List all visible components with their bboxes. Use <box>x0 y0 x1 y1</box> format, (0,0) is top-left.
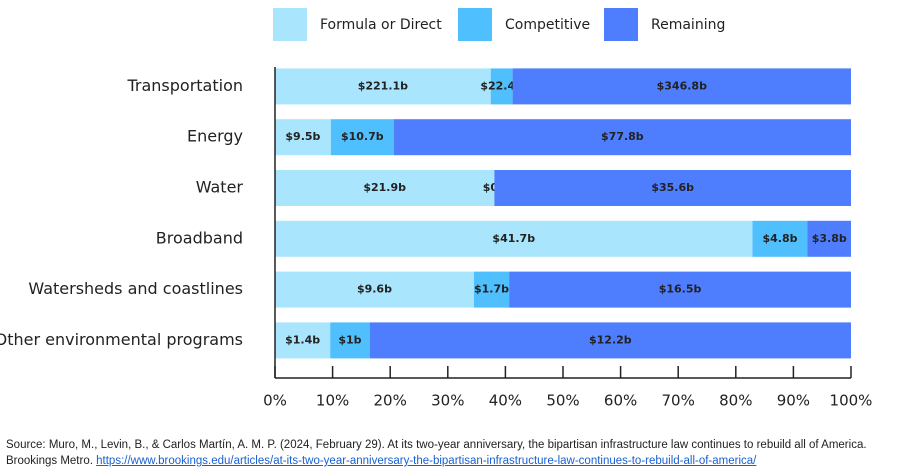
legend-swatch <box>604 8 638 41</box>
value-label: $10.7b <box>341 130 384 143</box>
value-label: $35.6b <box>651 181 694 194</box>
bar-segment <box>490 68 513 105</box>
bar-segment <box>275 322 331 359</box>
bar-segment <box>330 119 394 156</box>
y-tick-label: Broadband <box>156 228 243 247</box>
value-label: $16.5b <box>659 283 702 296</box>
y-tick-label: Watersheds and coastlines <box>28 279 243 298</box>
source-link[interactable]: https://www.brookings.edu/articles/at-it… <box>96 455 757 467</box>
x-tick-label: 50% <box>546 392 579 410</box>
bar-segment <box>807 220 851 257</box>
bar-segment <box>369 322 851 359</box>
value-label: $1.4b <box>285 333 320 346</box>
x-tick-label: 90% <box>777 392 810 410</box>
legend-swatch <box>273 8 307 41</box>
value-label: $4.8b <box>762 232 797 245</box>
x-tick-label: 80% <box>719 392 752 410</box>
bar-segment <box>275 119 331 156</box>
y-tick-label: Transportation <box>126 76 243 95</box>
value-label: $77.8b <box>601 130 644 143</box>
y-tick-label: Water <box>196 178 244 197</box>
legend-swatch <box>458 8 492 41</box>
x-tick-label: 30% <box>431 392 464 410</box>
chart: Formula or Direct Competitive Remaining Tra… <box>0 8 873 410</box>
x-tick-label: 70% <box>662 392 695 410</box>
bar-segment <box>512 68 851 105</box>
bar-segment <box>509 271 851 308</box>
value-label: $1.7b <box>474 283 509 296</box>
bar-segment <box>275 220 753 257</box>
legend-label: Remaining <box>651 17 725 33</box>
legend-label: Formula or Direct <box>320 17 442 33</box>
publisher: Brookings Metro. <box>6 455 93 467</box>
value-label: $221.1b <box>358 79 408 92</box>
bar-segment <box>494 170 851 206</box>
x-tick-label: 100% <box>830 392 873 410</box>
value-label: $9.6b <box>357 283 392 296</box>
bar-segment <box>330 322 370 359</box>
x-tick-label: 20% <box>374 392 407 410</box>
bar-segment <box>275 271 474 308</box>
source-line: Brookings Metro. https://www.brookings.e… <box>6 453 867 469</box>
x-tick-label: 0% <box>263 392 287 410</box>
x-tick-label: 10% <box>316 392 349 410</box>
value-label: $346.8b <box>657 79 707 92</box>
source: Source: Muro, M., Levin, B., & Carlos Ma… <box>6 437 867 469</box>
bar-segment <box>393 119 851 156</box>
x-tick-label: 60% <box>604 392 637 410</box>
value-label: $1b <box>338 333 361 346</box>
value-label: $22.4b <box>480 79 523 92</box>
y-tick-label: Other environmental programs <box>0 330 243 349</box>
value-label: $3.8b <box>812 232 847 245</box>
bar-segment <box>752 220 808 257</box>
x-tick-label: 40% <box>489 392 522 410</box>
value-label: $9.5b <box>285 130 320 143</box>
value-label: $12.2b <box>589 333 632 346</box>
value-label: $41.7b <box>492 232 535 245</box>
bar-segment <box>473 271 510 308</box>
bar-segment <box>275 68 491 105</box>
legend-label: Competitive <box>505 17 590 33</box>
bar-segment <box>275 170 495 206</box>
y-tick-label: Energy <box>187 127 243 146</box>
value-label: $21.9b <box>363 181 406 194</box>
source-text: Source: Muro, M., Levin, B., & Carlos Ma… <box>6 439 867 451</box>
